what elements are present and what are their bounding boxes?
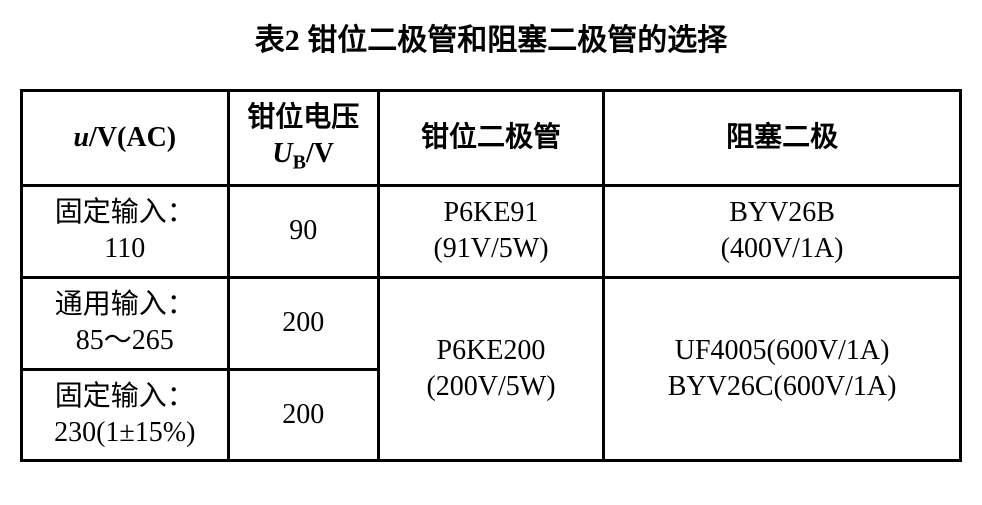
cell-ub-200a: 200 xyxy=(228,277,378,369)
cell-r2c1-l2: 85～265 xyxy=(76,325,174,356)
cell-uf4005-byv26c: UF4005(600V/1A) BYV26C(600V/1A) xyxy=(604,277,961,461)
header-clamp-diode: 钳位二极管 xyxy=(378,91,603,186)
header-voltage: u/V(AC) xyxy=(22,91,229,186)
diode-table: u/V(AC) 钳位电压 UB/V 钳位二极管 阻塞二极 固定输入： 110 9… xyxy=(20,89,962,462)
cell-input-85-265: 通用输入： 85～265 xyxy=(22,277,229,369)
header-ub-b: B xyxy=(293,152,306,174)
header-ub-unit: /V xyxy=(306,138,334,169)
header-u-symbol: u xyxy=(73,122,89,153)
table-header-row: u/V(AC) 钳位电压 UB/V 钳位二极管 阻塞二极 xyxy=(22,91,961,186)
cell-r1c1-l2: 110 xyxy=(104,233,145,264)
cell-p6ke91: P6KE91 (91V/5W) xyxy=(378,185,603,277)
table-title: 表2 钳位二极管和阻塞二极管的选择 xyxy=(20,15,962,59)
cell-input-110: 固定输入： 110 xyxy=(22,185,229,277)
header-vac: /V(AC) xyxy=(89,122,176,153)
cell-r1c3-l2: (91V/5W) xyxy=(433,233,548,264)
header-block-diode: 阻塞二极 xyxy=(604,91,961,186)
cell-r1c3-l1: P6KE91 xyxy=(444,197,539,228)
header-clamp-voltage: 钳位电压 UB/V xyxy=(228,91,378,186)
cell-input-230: 固定输入： 230(1±15%) xyxy=(22,369,229,461)
cell-r1c4-l1: BYV26B xyxy=(729,197,835,228)
cell-ub-90: 90 xyxy=(228,185,378,277)
cell-ub-200b: 200 xyxy=(228,369,378,461)
cell-r2c4-l1: UF4005(600V/1A) xyxy=(675,335,890,366)
cell-r1c4-l2: (400V/1A) xyxy=(721,233,844,264)
cell-r2c1-l1: 通用输入： xyxy=(55,289,195,320)
cell-r3c1-l2: 230(1±15%) xyxy=(54,417,195,448)
cell-byv26b: BYV26B (400V/1A) xyxy=(604,185,961,277)
cell-r2c3-l2: (200V/5W) xyxy=(426,371,555,402)
cell-p6ke200: P6KE200 (200V/5W) xyxy=(378,277,603,461)
header-ub-u: U xyxy=(272,138,292,169)
header-clamp-line1: 钳位电压 xyxy=(247,102,359,133)
cell-r1c1-l1: 固定输入： xyxy=(55,197,195,228)
cell-r2c4-l2: BYV26C(600V/1A) xyxy=(668,371,897,402)
cell-r3c1-l1: 固定输入： xyxy=(55,381,195,412)
table-row: 通用输入： 85～265 200 P6KE200 (200V/5W) UF400… xyxy=(22,277,961,369)
table-row: 固定输入： 110 90 P6KE91 (91V/5W) BYV26B (400… xyxy=(22,185,961,277)
cell-r2c3-l1: P6KE200 xyxy=(437,335,546,366)
